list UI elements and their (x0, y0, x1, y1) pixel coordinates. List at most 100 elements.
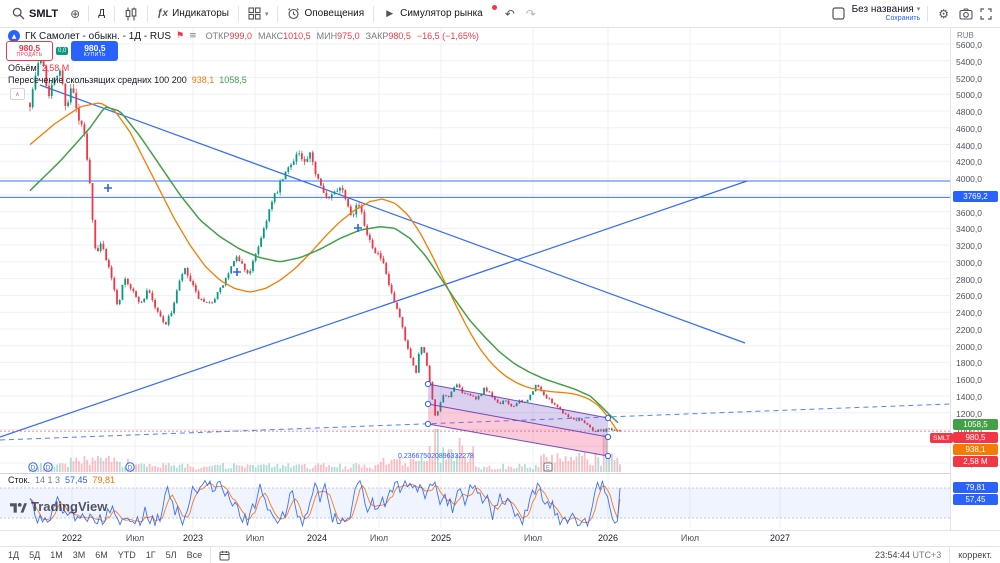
svg-text:D: D (31, 466, 36, 472)
layout-templates-button[interactable]: ▾ (244, 5, 273, 22)
symbol-name: SMLT (29, 7, 59, 20)
clock[interactable]: 23:54:44 UTC+3 (874, 550, 942, 560)
replay-button[interactable]: ▶ Симулятор рынка (379, 6, 487, 21)
indicators-label: Индикаторы (172, 8, 229, 19)
watermark-label: TradingView (31, 499, 108, 514)
interval-button[interactable]: Д (98, 8, 105, 19)
top-toolbar: SMLT ⊕ Д ƒx Индикаторы ▾ Оповещения ▶ Си… (0, 0, 1000, 28)
high-value: 1010,5 (283, 31, 311, 41)
symbol-title[interactable]: ГК Самолет - обыкн. - 1Д - RUS (25, 30, 172, 42)
range-YTD[interactable]: YTD (117, 550, 136, 560)
buy-label: КУПИТЬ (83, 52, 106, 59)
range-1Д[interactable]: 1Д (8, 550, 20, 560)
stochastic-legend[interactable]: Сток. 14 1 3 57,45 79,81 (8, 475, 115, 485)
range-6М[interactable]: 6М (95, 550, 108, 560)
time-label[interactable]: 2026 (597, 533, 619, 543)
stoch-params: 14 1 3 (34, 475, 60, 485)
time-label[interactable]: 2023 (182, 533, 204, 543)
undo-icon[interactable]: ↶ (504, 6, 515, 21)
time-label[interactable]: Июл (369, 533, 389, 543)
legend-menu-icon[interactable]: ≡ (189, 31, 197, 41)
caret-down-icon: ▾ (264, 9, 269, 18)
stochastic-band (0, 487, 950, 519)
search-icon (12, 7, 25, 20)
time-label[interactable]: 2022 (61, 533, 83, 543)
range-1Г[interactable]: 1Г (145, 550, 156, 560)
legend-collapse-button[interactable]: ∧ (10, 88, 25, 100)
redo-icon[interactable]: ↷ (525, 6, 536, 21)
time-label[interactable]: 2027 (769, 533, 791, 543)
chart-pane[interactable]: 0,236675020896332278 D D D E ▲ ГК Самолет - … (0, 28, 950, 530)
dividend-marker[interactable] (125, 462, 135, 472)
range-5Л[interactable]: 5Л (165, 550, 177, 560)
save-button[interactable]: Сохранить (885, 15, 921, 23)
price-badge: 79,81 (953, 482, 998, 493)
buy-button[interactable]: 980,5 КУПИТЬ (71, 41, 119, 61)
select-layout-icon[interactable] (832, 7, 845, 20)
volume-legend[interactable]: Объём 2,58 M (8, 63, 69, 73)
time-axis[interactable]: 2022 Июл 2023 Июл 2024 Июл 2025 Июл 2026 Июл 2027 (0, 530, 1000, 546)
time-label[interactable]: Июл (523, 533, 543, 543)
flag-icon[interactable]: ⚑ (176, 31, 185, 41)
time-label[interactable]: Июл (125, 533, 145, 543)
time-label[interactable]: 2024 (306, 533, 328, 543)
price-chart-canvas[interactable]: 0,236675020896332278 D D D E (0, 28, 950, 530)
topbar-right-group: Без названия ▾ Сохранить ⚙ (832, 4, 992, 23)
moving-averages (29, 102, 619, 433)
time-label[interactable]: Июл (245, 533, 265, 543)
tradingview-watermark[interactable]: TradingView (10, 499, 107, 514)
symbol-search-button[interactable]: SMLT (8, 5, 62, 22)
range-5Д[interactable]: 5Д (29, 550, 41, 560)
price-tick: 3200,0 (956, 241, 982, 251)
fullscreen-icon[interactable] (980, 7, 992, 20)
date-range-switcher: 1Д 5Д 1М 3М 6М YTD 1Г 5Л Все (8, 550, 202, 560)
change-value: −16,5 (−1,65%) (416, 31, 479, 41)
sell-label: ПРОДАТЬ (16, 52, 43, 59)
svg-text:D: D (128, 466, 133, 472)
chart-style-button[interactable] (120, 5, 142, 23)
range-Все[interactable]: Все (186, 550, 203, 560)
range-3М[interactable]: 3М (72, 550, 86, 560)
price-tick: 1600,0 (956, 375, 982, 385)
adjust-toggle[interactable]: коррект. (958, 550, 992, 560)
separator (210, 547, 212, 563)
indicators-fx-icon: ƒx (156, 8, 169, 19)
sell-button[interactable]: 980,5 ПРОДАТЬ (6, 41, 53, 61)
earnings-marker[interactable] (543, 462, 553, 472)
indicators-button[interactable]: ƒx Индикаторы (153, 6, 233, 21)
calendar-icon[interactable] (219, 550, 230, 561)
close-label: ЗАКР (365, 31, 389, 41)
price-tick: 3600,0 (956, 208, 982, 218)
stoch-d-value: 79,81 (92, 475, 116, 485)
camera-screenshot-icon[interactable] (959, 7, 973, 20)
price-axis[interactable]: RUB 5600,0 5400,0 5200,0 5000,0 4800,0 4600,0… (930, 28, 1000, 530)
ma-slow-value: 1058,5 (219, 75, 247, 85)
fib-level-label: 0,236675020896332278 (398, 453, 474, 460)
price-tick: 4200,0 (956, 157, 982, 167)
compare-add-icon[interactable]: ⊕ (70, 6, 81, 21)
ma-cross-markers (104, 184, 362, 276)
settings-gear-icon[interactable]: ⚙ (938, 6, 949, 21)
separator (88, 5, 90, 22)
separator (277, 5, 279, 22)
ma-cross-legend[interactable]: Пересечение скользящих средних 100 200 9… (8, 75, 247, 85)
dividend-marker[interactable] (28, 462, 38, 472)
layout-menu[interactable]: Без названия ▾ Сохранить (852, 4, 921, 23)
time-label[interactable]: 2025 (430, 533, 452, 543)
alerts-button[interactable]: Оповещения (283, 5, 368, 22)
low-value: 975,0 (337, 31, 360, 41)
time-label[interactable]: Июл (680, 533, 700, 543)
tradingview-logo-icon (10, 502, 27, 513)
footer-right-group: 23:54:44 UTC+3 коррект. (875, 547, 992, 563)
price-tick: 1400,0 (956, 392, 982, 402)
dividend-marker[interactable] (43, 462, 53, 472)
range-1М[interactable]: 1М (50, 550, 63, 560)
high-label: МАКС (257, 31, 284, 41)
price-tick: 4400,0 (956, 141, 982, 151)
price-tick: 5400,0 (956, 57, 982, 67)
chart-legend[interactable]: ▲ ГК Самолет - обыкн. - 1Д - RUS ⚑ ≡ ОТК… (8, 30, 479, 42)
grid-lines (0, 28, 950, 528)
price-tick: 4800,0 (956, 107, 982, 117)
separator (237, 5, 239, 22)
